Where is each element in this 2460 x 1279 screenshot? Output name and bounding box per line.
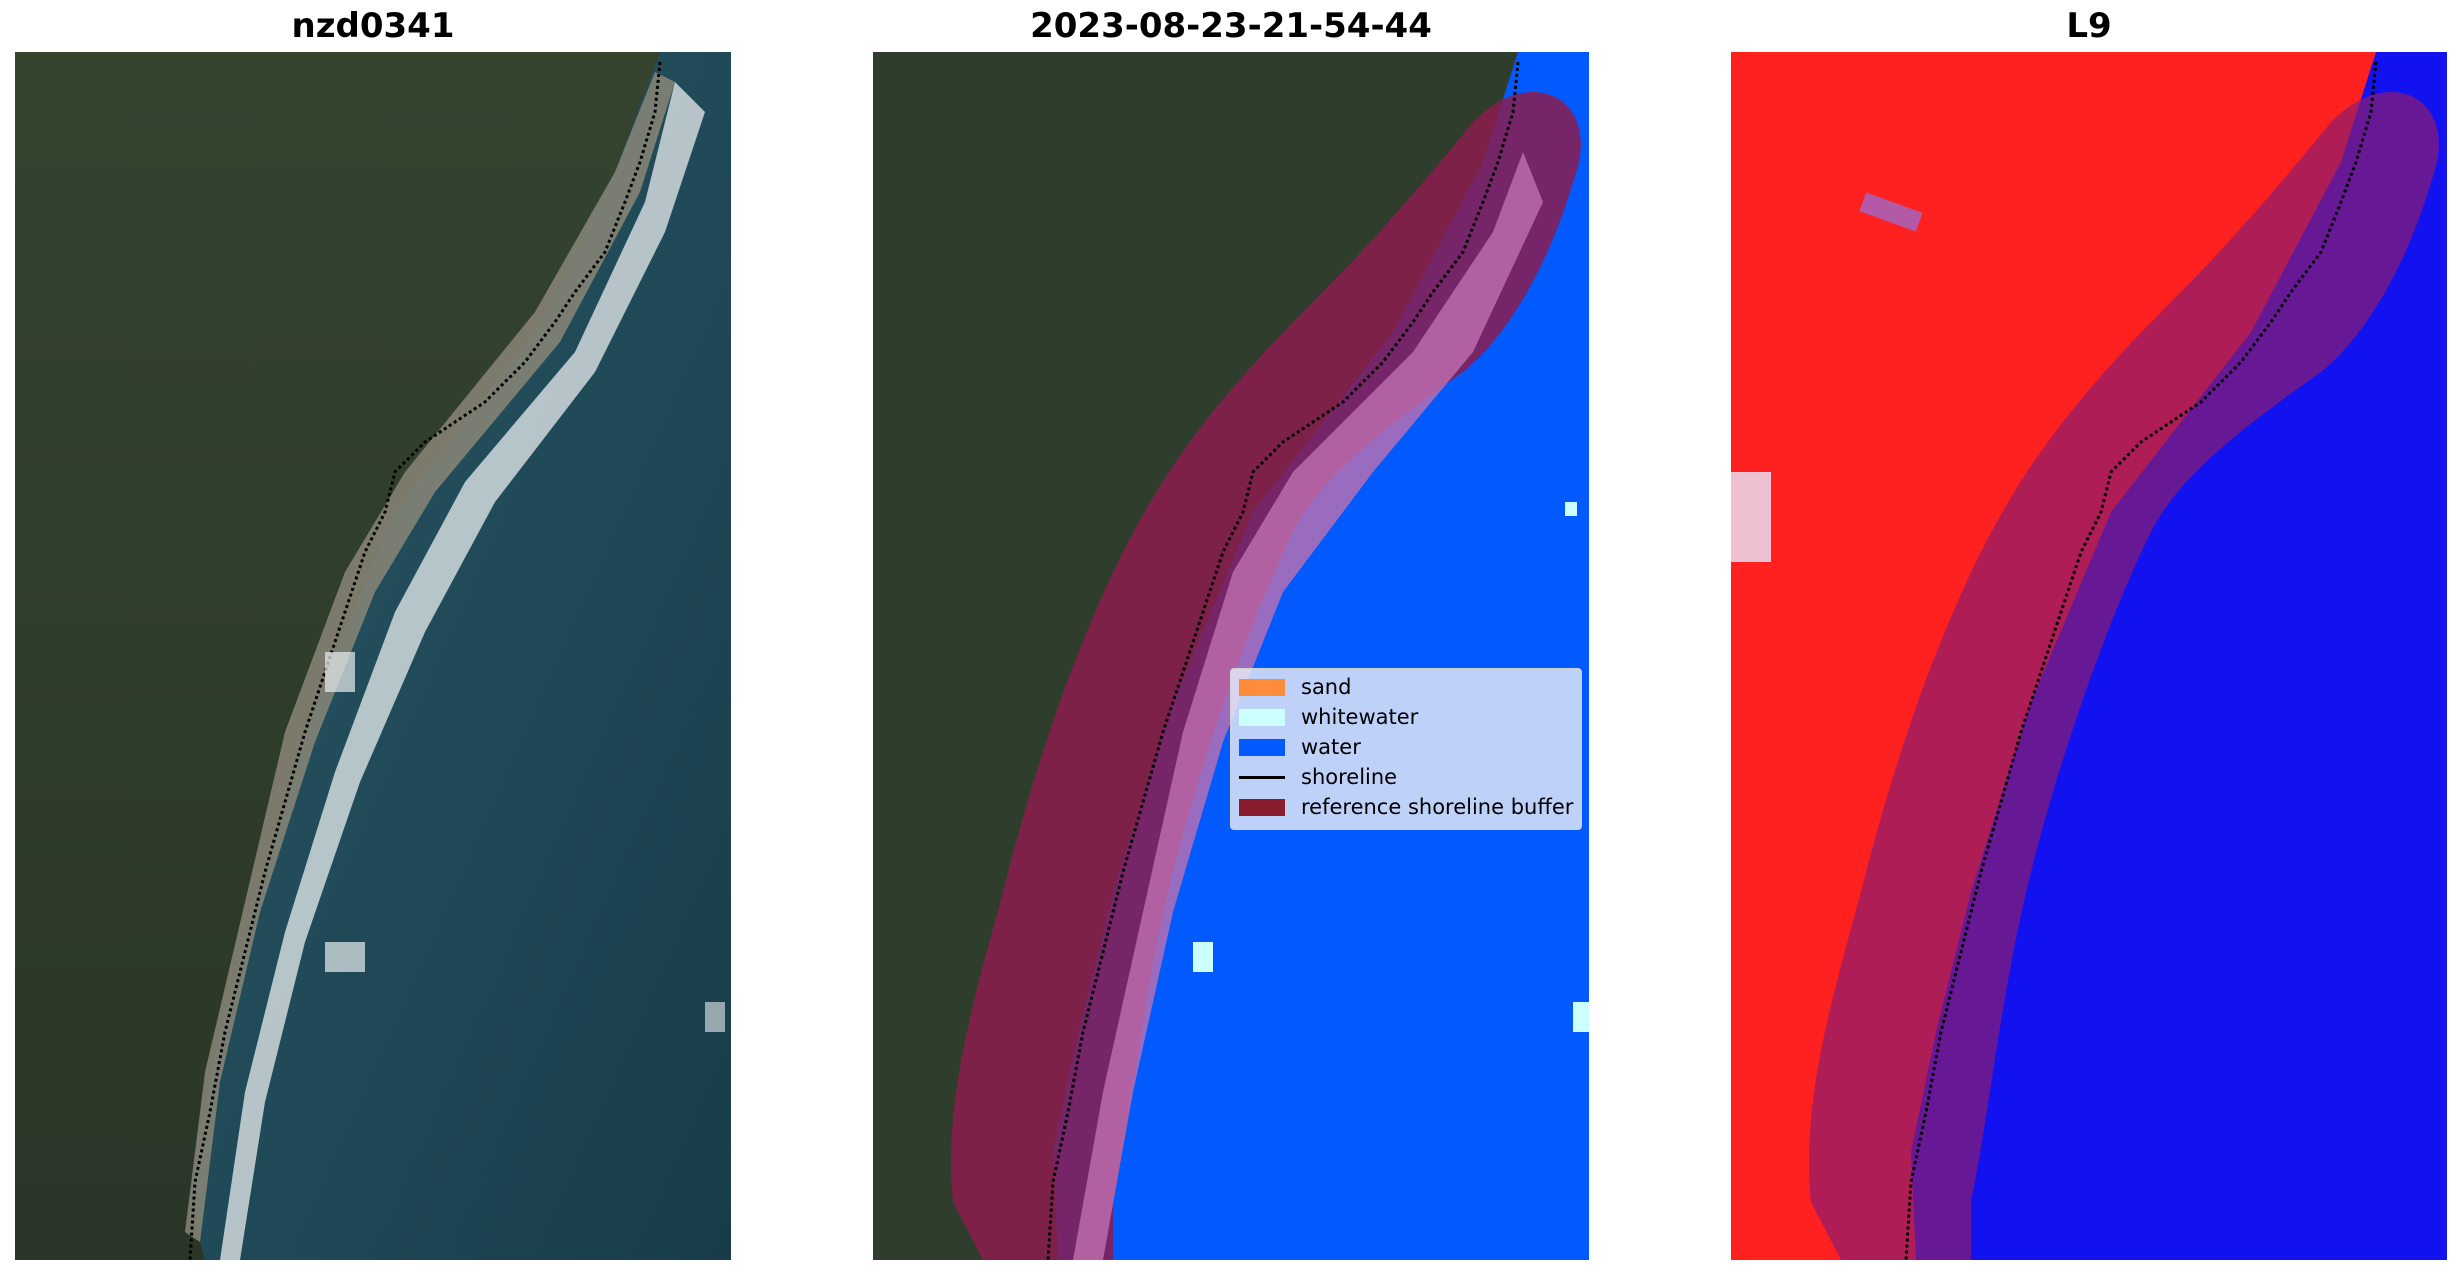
whitewater-class [1073, 152, 1543, 1260]
legend-line-shoreline [1239, 775, 1285, 779]
panel-title-rgb: nzd0341 [291, 6, 455, 46]
whitewater-blob [1573, 1002, 1589, 1032]
legend-swatch-sand [1239, 678, 1285, 696]
legend-label: shoreline [1301, 765, 1398, 789]
beach-sand [185, 72, 675, 1242]
legend-label: sand [1301, 675, 1352, 699]
panel-title-classification: 2023-08-23-21-54-44 [1030, 6, 1432, 46]
shoreline [1046, 61, 1520, 1260]
shoreline [1904, 61, 2378, 1260]
legend-label: reference shoreline buffer [1301, 795, 1574, 819]
whitewater-blob [1565, 502, 1577, 516]
panel-title-index: L9 [2066, 6, 2112, 46]
surf-whitewater [220, 82, 705, 1260]
legend-swatch-water [1239, 738, 1285, 756]
whitecap [325, 942, 365, 972]
legend-item-buffer: reference shoreline buffer [1239, 792, 1573, 822]
legend-item-shoreline: shoreline [1239, 762, 1397, 792]
legend-swatch-buffer [1239, 798, 1285, 816]
legend: sand whitewater water shoreline referenc… [1230, 668, 1582, 830]
rgb-satellite-image [15, 52, 731, 1260]
legend-swatch-whitewater [1239, 708, 1285, 726]
legend-item-whitewater: whitewater [1239, 702, 1418, 732]
classification-image [873, 52, 1589, 1260]
reference-shoreline-buffer [1809, 92, 2439, 1260]
legend-item-sand: sand [1239, 672, 1351, 702]
whitecap [705, 1002, 725, 1032]
legend-label: water [1301, 735, 1361, 759]
whitewater-blob [1193, 942, 1213, 972]
land-highlight [1731, 472, 1771, 562]
index-image [1731, 52, 2447, 1260]
shoreline [188, 61, 662, 1260]
legend-item-water: water [1239, 732, 1361, 762]
whitecap [325, 652, 355, 692]
land-highlight [1859, 192, 1923, 232]
legend-label: whitewater [1301, 705, 1419, 729]
